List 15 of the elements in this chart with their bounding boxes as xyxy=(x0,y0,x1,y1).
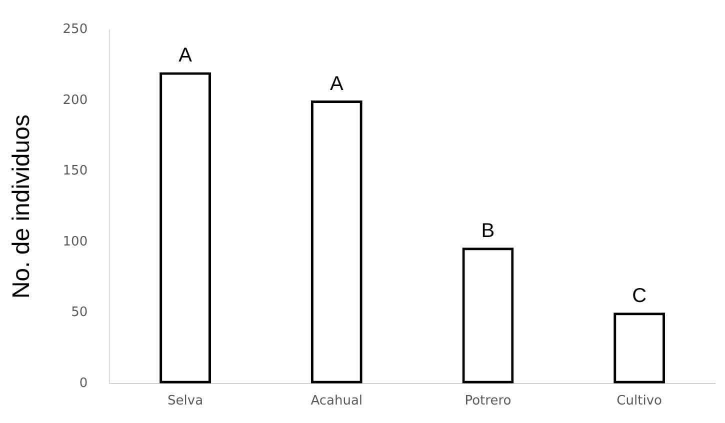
annotation: C xyxy=(632,285,647,308)
x-tick-label: Potrero xyxy=(464,394,512,409)
annotation: A xyxy=(330,73,344,96)
annotation: B xyxy=(481,220,495,242)
y-tick-label: 150 xyxy=(62,164,88,179)
y-axis-title: No. de individuos xyxy=(8,114,36,299)
y-tick-label: 200 xyxy=(62,92,88,108)
annotation: A xyxy=(178,44,193,67)
y-tick-label: 0 xyxy=(79,376,88,391)
y-tick-label: 250 xyxy=(62,22,88,38)
x-tick-label: Acahual xyxy=(310,394,363,409)
y-tick-label: 50 xyxy=(71,305,88,320)
y-tick-label: 100 xyxy=(62,234,88,250)
x-tick-label: Selva xyxy=(168,394,204,409)
x-tick-label: Cultivo xyxy=(616,394,662,409)
